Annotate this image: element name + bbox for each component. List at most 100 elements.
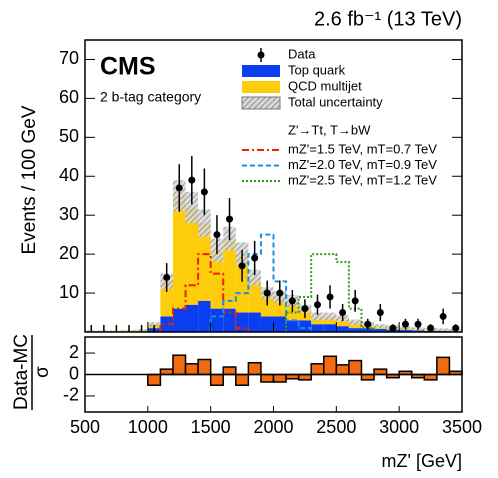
plot-area [85,180,463,386]
ratio-bar [159,368,174,376]
ratio-bar [297,373,312,381]
legend-label: Data [288,46,316,61]
legend-swatch [241,96,281,110]
uncertainty-band [348,319,362,325]
uncertainty-band [185,191,199,223]
stack-bar [336,318,349,327]
data-point [376,309,384,317]
stack-bar [311,324,324,332]
stack-bar [323,324,337,332]
signal-line [159,253,250,332]
ratio-bar [209,373,224,386]
ratio-bar [272,373,287,383]
data-point [163,273,171,281]
data-point [175,184,183,192]
data-point [414,320,422,328]
y-tick-label: 40 [59,165,79,185]
stack-bar [273,316,287,332]
ratio-bar [197,358,212,376]
y-tick-label: 50 [59,126,79,146]
ratio-bar [310,363,325,376]
data-point [439,312,447,320]
uncertainty-band [248,269,261,286]
stack-bar [361,328,375,332]
stack-bar [235,254,249,313]
uncertainty-band [198,209,211,237]
data-point [301,305,309,313]
x-axis-label: mZ' [GeV] [382,451,462,471]
stack-bar [198,300,211,332]
ratio-bar [260,373,275,383]
ratio-bar [373,368,388,376]
stack-bar [323,316,337,325]
x-tick-label: 500 [70,417,100,437]
experiment-label: CMS [100,53,156,81]
lumi-label: 2.6 fb⁻¹ (13 TeV) [314,8,462,30]
y-tick-label: 30 [59,204,79,224]
stack-bar [172,308,186,332]
y-tick-label: -2 [63,385,79,405]
signal-line [209,233,313,332]
data-point [251,254,259,262]
signal-legend-header: Z'→Tt, T→bW [288,122,371,137]
y-tick-label: 2 [69,342,79,362]
stack-bar [411,330,425,332]
x-tick-label: 1000 [128,417,168,437]
data-point [200,188,208,196]
ratio-bar [172,354,187,376]
stack-bar [248,277,261,313]
signal-line [285,253,376,332]
y-tick-label: 0 [69,363,79,383]
uncertainty-band [323,312,337,321]
data-point [238,262,246,270]
category-label: 2 b-tag category [100,89,201,105]
uncertainty-band [436,328,450,331]
ratio-bar [423,373,438,381]
legend-label: Top quark [288,62,346,77]
stack-bar [311,316,324,325]
legend-signal-label: mZ'=2.0 TeV, mT=0.9 TeV [288,157,437,172]
x-tick-label: 2000 [253,417,293,437]
data-point [339,309,347,317]
data-point [401,320,409,328]
uncertainty-band [147,322,161,327]
ratio-bar [436,356,451,376]
stack-bar [248,312,261,332]
stack-bar [210,308,224,332]
ratio-bar [335,364,350,376]
stack-bar [298,320,312,332]
stack-bar [160,316,173,332]
ratio-y-label-numerator: Data-MC [11,334,32,410]
stack-bar [374,328,387,332]
legend-signal-label: mZ'=1.5 TeV, mT=0.7 TeV [288,141,437,156]
y-axis-label: Events / 100 GeV [19,105,40,254]
x-tick-label: 2500 [316,417,356,437]
data-point [351,297,359,305]
ratio-bar [222,366,237,376]
data-point [276,289,284,297]
legend-signal-label: mZ'=2.5 TeV, mT=1.2 TeV [288,172,437,187]
data-point [364,320,372,328]
legend-label: Total uncertainty [288,94,383,109]
stack-bar [348,322,362,329]
stack-bar [286,320,299,332]
uncertainty-band [311,312,324,321]
y-tick-label: 20 [59,243,79,263]
legend-swatch [242,65,280,77]
data-point [452,324,460,332]
legend-data-marker [257,51,265,59]
y-tick-label: 60 [59,87,79,107]
data-point [313,301,321,309]
uncertainty-band [374,324,387,329]
ratio-bar [323,355,338,376]
ratio-bar [348,359,363,376]
data-point [427,324,435,332]
data-point [389,324,397,332]
stack-bar [172,195,186,309]
stack-bar [336,326,349,332]
stack-bar [185,304,199,332]
ratio-y-label-denominator: σ [32,366,53,378]
stack-bar [160,281,173,317]
ratio-bar [235,373,250,386]
